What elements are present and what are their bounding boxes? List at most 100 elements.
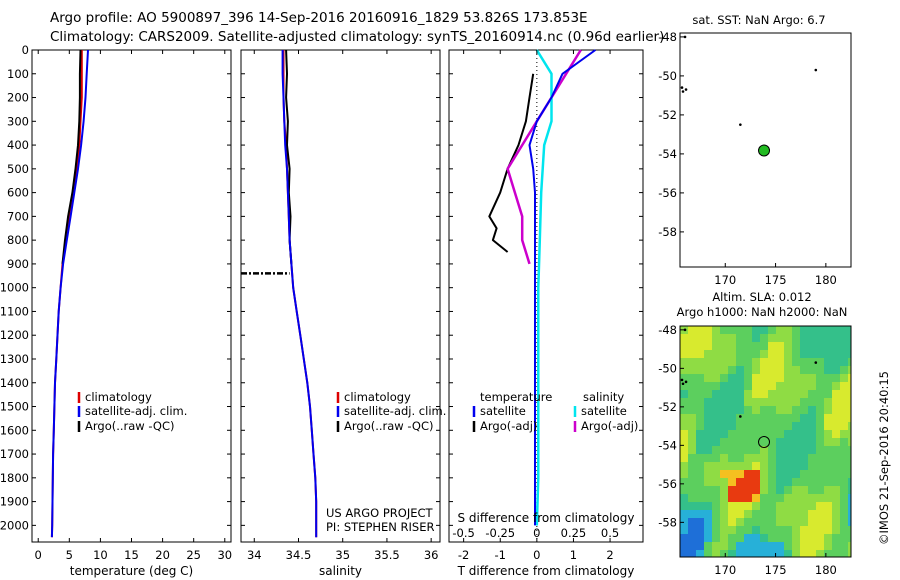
sla-map-island-marker bbox=[684, 380, 688, 384]
depth-tick-label: 300 bbox=[7, 114, 29, 128]
sst-map-xtick-label: 180 bbox=[815, 273, 837, 287]
sdiff-legend-title: salinity bbox=[583, 390, 624, 404]
tdiff-legend-argo-label: Argo(-adj) bbox=[480, 419, 537, 433]
sdiff-satellite-line bbox=[535, 49, 553, 526]
depth-tick-label: 900 bbox=[7, 257, 29, 271]
salinity-tick-label: 36 bbox=[424, 548, 439, 562]
sal-legend-satellite-label: satellite-adj. clim. bbox=[344, 404, 446, 418]
sla-map-title: Altim. SLA: 0.012 bbox=[712, 290, 811, 304]
sst-map-island-marker bbox=[684, 88, 688, 91]
temperature-tick-label: 20 bbox=[155, 548, 170, 562]
sdiff-tick-label: 0.5 bbox=[601, 526, 619, 540]
sdiff-argo-line bbox=[506, 49, 582, 265]
sal-legend-climatology-label: climatology bbox=[344, 390, 411, 404]
temperature-tick-label: 0 bbox=[35, 548, 42, 562]
salinity-tick-label: 35.5 bbox=[374, 548, 400, 562]
salinity-tick-label: 34.5 bbox=[286, 548, 312, 562]
project-label: US ARGO PROJECT bbox=[326, 506, 434, 520]
tdiff-legend-title: temperature bbox=[480, 390, 552, 404]
sdiff-tick-label: 0 bbox=[533, 526, 540, 540]
sst-map-title: sat. SST: NaN Argo: 6.7 bbox=[692, 13, 825, 27]
depth-tick-label: 1300 bbox=[0, 352, 29, 366]
sla-map-xtick-label: 180 bbox=[815, 563, 837, 577]
temperature-tick-label: 5 bbox=[66, 548, 73, 562]
sla-map-ytick-label: -50 bbox=[658, 361, 677, 375]
salinity-axis-label: salinity bbox=[319, 564, 362, 578]
sla-map-island-marker bbox=[814, 361, 818, 364]
depth-tick-label: 1400 bbox=[0, 376, 29, 390]
sla-map-heatmap bbox=[680, 326, 851, 557]
sla-map-xtick-label: 170 bbox=[714, 563, 736, 577]
depth-tick-label: 700 bbox=[7, 209, 29, 223]
sst-map-profile-marker bbox=[758, 144, 771, 157]
imos-stamp: ©IMOS 21-Sep-2016 20:40:15 bbox=[877, 371, 891, 545]
sla-map-island-marker bbox=[683, 328, 687, 332]
sst-map-island-marker bbox=[683, 35, 687, 39]
temperature-tick-label: 30 bbox=[217, 548, 232, 562]
sdiff-axis-label: S difference from climatology bbox=[458, 511, 635, 525]
temperature-tick-label: 15 bbox=[124, 548, 139, 562]
sla-map-subtitle: Argo h1000: NaN h2000: NaN bbox=[677, 305, 848, 319]
pi-label: PI: STEPHEN RISER bbox=[326, 520, 435, 534]
sdiff-legend-satellite-label: satellite bbox=[581, 404, 627, 418]
tdiff-axis-label: T difference from climatology bbox=[457, 564, 635, 578]
sdiff-tick-label: 0.25 bbox=[561, 526, 587, 540]
depth-tick-label: 2000 bbox=[0, 518, 29, 532]
tdiff-legend-satellite-label: satellite bbox=[480, 404, 526, 418]
depth-tick-label: 800 bbox=[7, 233, 29, 247]
sla-map-ytick-label: -48 bbox=[658, 323, 677, 337]
tdiff-tick-label: -1 bbox=[495, 548, 506, 562]
depth-tick-label: 0 bbox=[22, 43, 29, 57]
depth-tick-label: 1500 bbox=[0, 400, 29, 414]
tdiff-tick-label: 0 bbox=[533, 548, 540, 562]
temp-legend-argo-label: Argo(..raw -QC) bbox=[85, 419, 175, 433]
panel-frame-2 bbox=[240, 49, 441, 543]
sla-map-ytick-label: -58 bbox=[658, 515, 677, 529]
temperature-climatology-line bbox=[50, 50, 83, 538]
sst-map-ytick-label: -48 bbox=[658, 30, 677, 44]
sla-map-island-marker bbox=[739, 415, 742, 418]
temperature-tick-label: 10 bbox=[93, 548, 108, 562]
depth-tick-label: 100 bbox=[7, 67, 29, 81]
profile-title: Argo profile: AO 5900897_396 14-Sep-2016… bbox=[50, 10, 588, 26]
depth-tick-label: 1800 bbox=[0, 471, 29, 485]
tdiff-satellite-line bbox=[528, 49, 596, 526]
sst-map-xtick-label: 170 bbox=[714, 273, 736, 287]
tdiff-tick-label: -2 bbox=[458, 548, 469, 562]
temperature-satellite-line bbox=[50, 49, 89, 538]
sla-map-profile-marker bbox=[758, 436, 771, 449]
panel-frame-1 bbox=[31, 49, 232, 543]
sst-map-island-marker bbox=[814, 68, 818, 72]
sdiff-tick-label: -0.5 bbox=[452, 526, 474, 540]
sal-legend-argo-label: Argo(..raw -QC) bbox=[344, 419, 434, 433]
depth-tick-label: 1000 bbox=[0, 281, 29, 295]
temp-legend-satellite-label: satellite-adj. clim. bbox=[85, 404, 187, 418]
sst-map-ytick-label: -52 bbox=[658, 108, 677, 122]
salinity-tick-label: 34 bbox=[247, 548, 262, 562]
panel-frame-3 bbox=[448, 49, 644, 543]
sst-map-island-marker bbox=[681, 90, 685, 93]
sla-map-ytick-label: -54 bbox=[658, 438, 677, 452]
salinity-satellite-line bbox=[281, 50, 318, 538]
tdiff-argo-line bbox=[488, 73, 535, 253]
temperature-tick-label: 25 bbox=[186, 548, 201, 562]
sst-map-ytick-label: -58 bbox=[658, 225, 677, 239]
salinity-tick-label: 35 bbox=[335, 548, 350, 562]
sla-map-ytick-label: -52 bbox=[658, 400, 677, 414]
sla-map-frame bbox=[679, 325, 852, 558]
sla-map-xtick-label: 175 bbox=[765, 563, 787, 577]
depth-tick-label: 500 bbox=[7, 162, 29, 176]
sst-map-ytick-label: -50 bbox=[658, 69, 677, 83]
sla-map-island-marker bbox=[681, 382, 685, 386]
depth-tick-label: 1900 bbox=[0, 495, 29, 509]
temperature-argo-line bbox=[61, 49, 82, 265]
depth-tick-label: 1600 bbox=[0, 423, 29, 437]
temperature-axis-label: temperature (deg C) bbox=[70, 564, 193, 578]
sdiff-tick-label: -0.25 bbox=[485, 526, 515, 540]
sla-map-ytick-label: -56 bbox=[658, 477, 677, 491]
sst-map-ytick-label: -56 bbox=[658, 186, 677, 200]
sst-map-ytick-label: -54 bbox=[658, 147, 677, 161]
tdiff-tick-label: 1 bbox=[570, 548, 577, 562]
sst-map-island-marker bbox=[739, 123, 742, 126]
